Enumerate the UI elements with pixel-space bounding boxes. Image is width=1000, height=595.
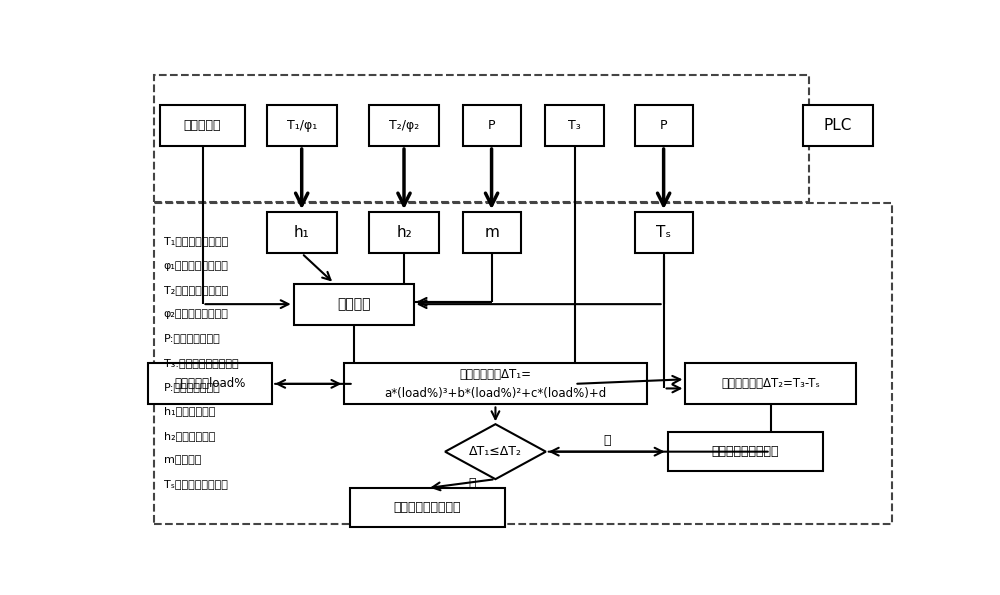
Text: Tₛ：吸气口饱和温度: Tₛ：吸气口饱和温度: [164, 479, 228, 489]
Text: 否: 否: [603, 434, 610, 447]
Text: ΔT₁≤ΔT₂: ΔT₁≤ΔT₂: [469, 445, 522, 458]
FancyBboxPatch shape: [685, 363, 856, 405]
Text: m: m: [484, 225, 499, 240]
Text: φ₁：室内进风湿度；: φ₁：室内进风湿度；: [164, 261, 229, 271]
Text: P: P: [488, 119, 495, 132]
Text: T₃:压缩机吸气口温度；: T₃:压缩机吸气口温度；: [164, 358, 238, 368]
Text: 关小电子膨胀阀开度: 关小电子膨胀阀开度: [711, 445, 779, 458]
Text: m：风量；: m：风量；: [164, 455, 201, 465]
Text: T₂：室内出风温度；: T₂：室内出风温度；: [164, 285, 228, 295]
FancyBboxPatch shape: [350, 488, 505, 527]
Text: 实际负荷: 实际负荷: [337, 297, 370, 311]
FancyBboxPatch shape: [463, 105, 521, 146]
Text: h₂：出风焓值；: h₂：出风焓值；: [164, 431, 215, 440]
Text: T₁/φ₁: T₁/φ₁: [287, 119, 317, 132]
Text: h₂: h₂: [396, 225, 412, 240]
Text: P: P: [660, 119, 667, 132]
FancyBboxPatch shape: [148, 363, 272, 405]
Text: PLC: PLC: [824, 118, 852, 133]
Text: T₁：室内进风温度；: T₁：室内进风温度；: [164, 236, 228, 246]
FancyBboxPatch shape: [668, 432, 823, 471]
Text: 是: 是: [468, 477, 476, 490]
FancyBboxPatch shape: [160, 105, 245, 146]
FancyBboxPatch shape: [369, 212, 439, 253]
FancyBboxPatch shape: [545, 105, 604, 146]
FancyBboxPatch shape: [344, 363, 647, 405]
Text: 负荷百分比load%: 负荷百分比load%: [175, 377, 246, 390]
Text: P:室内风机功率；: P:室内风机功率；: [164, 333, 220, 343]
Text: h₁: h₁: [294, 225, 310, 240]
FancyBboxPatch shape: [803, 105, 873, 146]
Text: φ₂：室内出风湿度；: φ₂：室内出风湿度；: [164, 309, 229, 319]
Text: Tₛ: Tₛ: [656, 225, 671, 240]
FancyBboxPatch shape: [369, 105, 439, 146]
Text: P:压缩机吸气压力: P:压缩机吸气压力: [164, 382, 220, 392]
FancyBboxPatch shape: [635, 212, 693, 253]
Text: a*(load%)³+b*(load%)²+c*(load%)+d: a*(load%)³+b*(load%)²+c*(load%)+d: [384, 387, 607, 399]
Text: T₂/φ₂: T₂/φ₂: [389, 119, 419, 132]
FancyBboxPatch shape: [635, 105, 693, 146]
Text: 实际过热度：ΔT₂=T₃-Tₛ: 实际过热度：ΔT₂=T₃-Tₛ: [721, 377, 820, 390]
Text: 开大电子膨胀阀开度: 开大电子膨胀阀开度: [394, 501, 461, 514]
FancyBboxPatch shape: [267, 105, 337, 146]
FancyBboxPatch shape: [463, 212, 521, 253]
Polygon shape: [445, 424, 546, 479]
Text: 目标过热度：ΔT₁=: 目标过热度：ΔT₁=: [459, 368, 531, 381]
Text: h₁：进风焓值；: h₁：进风焓值；: [164, 406, 215, 416]
FancyBboxPatch shape: [267, 212, 337, 253]
FancyBboxPatch shape: [294, 284, 414, 325]
Text: 额定满负荷: 额定满负荷: [184, 119, 221, 132]
Text: T₃: T₃: [568, 119, 581, 132]
